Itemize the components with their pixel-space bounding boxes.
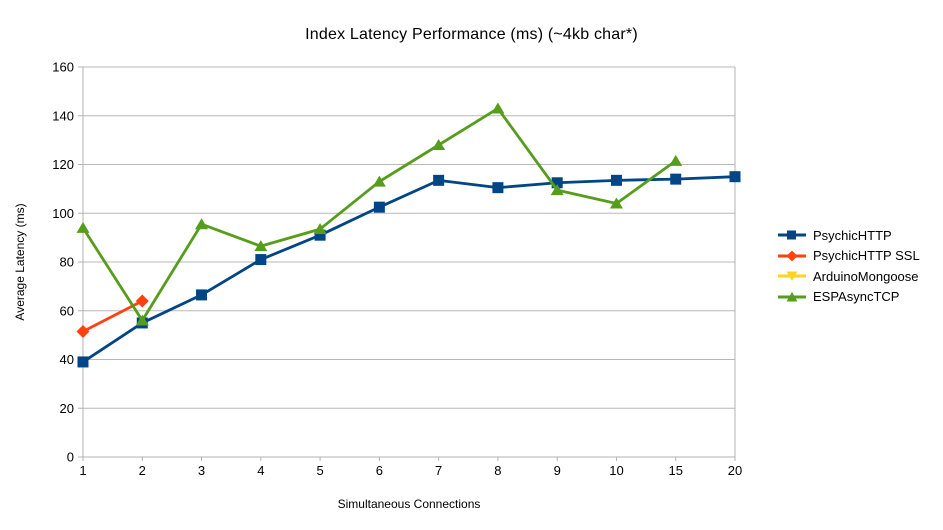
data-point-marker [550,184,564,196]
x-tick-label: 5 [316,463,323,478]
data-point-marker [432,139,446,150]
data-point-marker [76,221,90,233]
x-tick-label: 10 [609,463,623,478]
data-point-marker [372,175,386,187]
y-tick-label: 40 [60,352,74,367]
data-point-marker [491,102,505,114]
legend-label: PsychicHTTP SSL [813,248,920,264]
x-tick-label: 7 [435,463,442,478]
legend-swatch-diamond-icon [778,250,806,262]
data-point-marker [551,177,563,189]
data-point-marker [135,314,149,326]
data-point-marker [196,289,208,301]
y-tick-label: 0 [67,450,74,465]
legend-item-psychichttp: PsychicHTTP [777,225,920,246]
data-point-marker [669,154,683,166]
legend: PsychicHTTP PsychicHTTP SSL ArduinoMongoos… [777,225,920,307]
data-point-marker [609,197,623,209]
x-tick-label: 4 [257,463,264,478]
series-line-psychichttp [81,175,737,364]
data-point-marker [373,201,385,213]
data-point-marker [195,218,209,230]
series-line-espasynctcp [81,107,678,322]
y-tick-label: 80 [60,255,74,270]
y-tick-label: 120 [52,157,74,172]
legend-label: PsychicHTTP [813,227,892,243]
legend-swatch-square-icon [778,230,806,240]
y-tick-label: 60 [60,303,74,318]
legend-swatch-triangle-down-icon [778,271,806,282]
legend-label: ESPAsyncTCP [813,289,900,305]
x-tick-label: 2 [139,463,146,478]
x-axis-title: Simultaneous Connections [337,497,481,511]
data-point-marker [314,229,326,241]
legend-item-espasynctcp: ESPAsyncTCP [777,287,920,308]
data-point-marker [254,240,268,252]
data-point-marker [313,223,327,235]
data-point-marker [610,174,622,186]
x-tick-label: 9 [554,463,561,478]
y-tick-label: 20 [60,401,74,416]
data-point-marker [77,356,89,368]
data-point-marker [76,324,90,338]
data-point-marker [433,174,445,186]
x-tick-label: 6 [376,463,383,478]
legend-swatch-triangle-up-icon [778,291,806,302]
y-tick-label: 160 [52,60,74,75]
x-tick-label: 8 [494,463,501,478]
data-point-marker [670,173,682,185]
chart-title: Index Latency Performance (ms) (~4kb cha… [305,26,638,43]
x-tick-label: 1 [79,463,86,478]
y-tick-label: 140 [52,108,74,123]
data-point-marker [492,182,504,194]
x-tick-label: 3 [198,463,205,478]
legend-label: ArduinoMongoose [813,268,919,284]
y-tick-label: 100 [52,206,74,221]
x-tick-label: 20 [728,463,742,478]
data-point-marker [255,254,267,266]
data-point-marker [135,294,149,308]
y-axis-title: Average Latency (ms) [13,203,27,321]
legend-item-psychichttp-ssl: PsychicHTTP SSL [777,246,920,267]
legend-item-arduinomongoose: ArduinoMongoose [777,266,920,287]
data-point-marker [729,171,741,183]
x-tick-label: 15 [668,463,682,478]
